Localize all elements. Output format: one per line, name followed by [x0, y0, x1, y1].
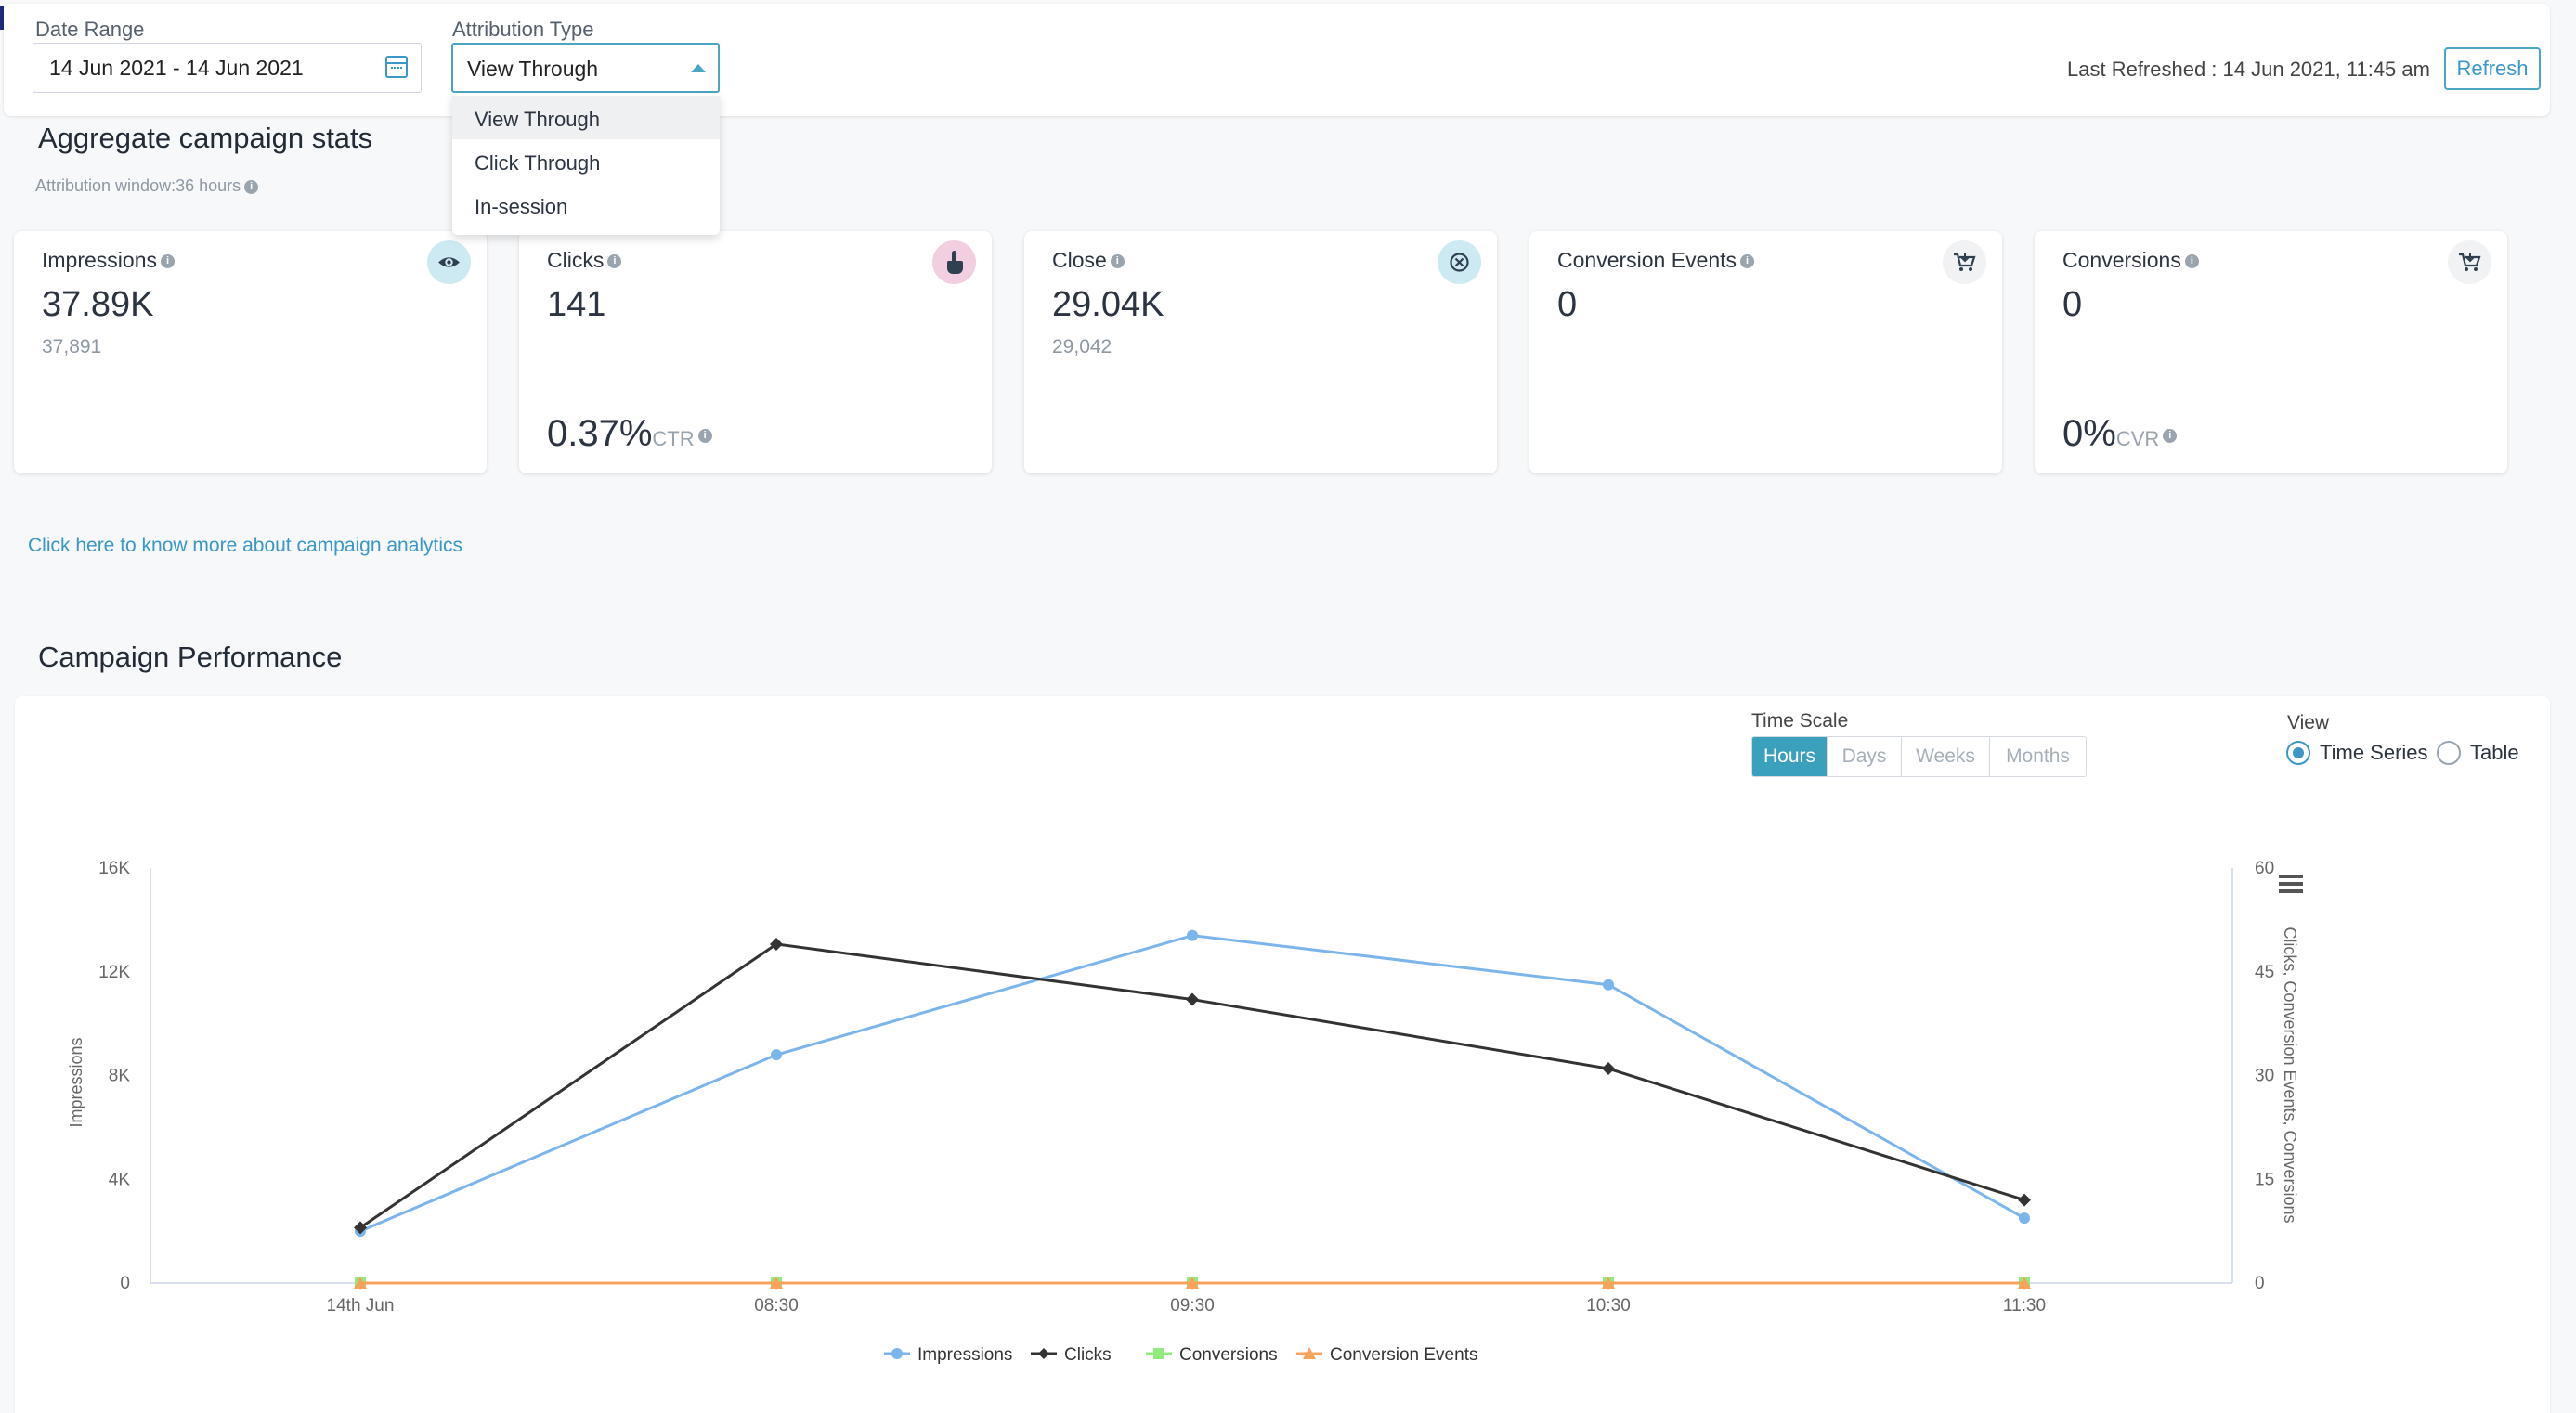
dropdown-option-in-session[interactable]: In-session — [475, 195, 568, 218]
window-edge-marker — [0, 6, 4, 30]
attribution-type-dropdown: View Through Click Through In-session — [452, 94, 720, 235]
info-icon[interactable]: i — [607, 254, 622, 269]
card-label: Impressions i — [42, 248, 175, 273]
performance-section-title: Campaign Performance — [38, 641, 343, 673]
ctr-label: CTR — [652, 427, 695, 450]
dropdown-option-view-through[interactable]: View Through — [452, 96, 720, 139]
hand-pointer-icon — [932, 240, 976, 284]
info-icon[interactable]: i — [2163, 428, 2178, 443]
radio-selected-icon[interactable] — [2286, 741, 2310, 765]
card-label: Conversion Events i — [1557, 248, 1755, 273]
time-scale-toggle: Hours Days Weeks Months — [1751, 736, 2087, 777]
cart-icon — [2448, 240, 2491, 284]
view-label: View — [2287, 712, 2330, 733]
impressions-exact-value: 37,891 — [42, 336, 102, 357]
view-option-label: Table — [2470, 741, 2519, 764]
eye-icon — [427, 240, 471, 284]
ctr-value: 0.37%CTR i — [547, 413, 712, 455]
conversions-card: Conversions i 0 0%CVR i — [2035, 231, 2507, 473]
card-label: Close i — [1052, 248, 1125, 273]
last-refreshed-text: Last Refreshed : 14 Jun 2021, 11:45 am — [2067, 58, 2430, 81]
info-icon[interactable]: i — [244, 179, 259, 194]
date-range-label: Date Range — [35, 18, 145, 41]
close-exact-value: 29,042 — [1052, 336, 1112, 357]
info-icon[interactable]: i — [1740, 254, 1755, 269]
campaign-analytics-help-link[interactable]: Click here to know more about campaign a… — [28, 535, 463, 556]
attribution-type-select[interactable]: View Through — [451, 43, 720, 93]
impressions-value: 37.89K — [42, 285, 154, 324]
attribution-type-label: Attribution Type — [452, 18, 594, 41]
info-icon[interactable]: i — [697, 428, 712, 443]
attribution-window-label: Attribution window:36 hours — [35, 176, 241, 195]
time-scale-weeks[interactable]: Weeks — [1902, 737, 1990, 776]
cvr-label: CVR — [2115, 427, 2160, 450]
conversions-value: 0 — [2062, 285, 2083, 324]
date-range-value: 14 Jun 2021 - 14 Jun 2021 — [49, 56, 304, 80]
view-time-series-radio[interactable]: Time Series — [2286, 741, 2428, 765]
clicks-value: 141 — [547, 285, 606, 324]
chevron-up-icon — [691, 64, 706, 72]
view-table-radio[interactable]: Table — [2437, 741, 2519, 765]
attribution-window-text: Attribution window:36 hours i — [35, 176, 259, 196]
filter-bar — [4, 4, 2550, 116]
card-label: Conversions i — [2062, 248, 2199, 273]
chart-menu-icon[interactable] — [2279, 875, 2303, 893]
time-scale-label: Time Scale — [1751, 710, 1849, 732]
radio-unselected-icon[interactable] — [2437, 741, 2461, 765]
calendar-icon[interactable] — [385, 56, 408, 78]
aggregate-section-title: Aggregate campaign stats — [38, 122, 373, 154]
refresh-button[interactable]: Refresh — [2444, 47, 2541, 90]
close-circle-icon — [1438, 240, 1481, 284]
time-scale-hours[interactable]: Hours — [1752, 737, 1828, 776]
info-icon[interactable]: i — [2184, 254, 2199, 269]
close-card: Close i 29.04K 29,042 — [1024, 231, 1497, 473]
cvr-value: 0%CVR i — [2062, 413, 2178, 455]
cart-icon — [1943, 240, 1986, 284]
conversion-events-value: 0 — [1557, 285, 1578, 324]
clicks-card: Clicks i 141 0.37%CTR i — [519, 231, 992, 473]
card-label: Clicks i — [547, 248, 622, 273]
performance-panel — [15, 696, 2550, 1413]
info-icon[interactable]: i — [160, 254, 175, 269]
view-option-label: Time Series — [2320, 741, 2428, 764]
impressions-card: Impressions i 37.89K 37,891 — [14, 231, 487, 473]
attribution-type-value: View Through — [467, 57, 599, 81]
date-range-input[interactable]: 14 Jun 2021 - 14 Jun 2021 — [33, 43, 422, 93]
dropdown-option-click-through[interactable]: Click Through — [475, 151, 601, 175]
conversion-events-card: Conversion Events i 0 — [1529, 231, 2002, 473]
close-value: 29.04K — [1052, 285, 1164, 324]
time-scale-days[interactable]: Days — [1828, 737, 1902, 776]
info-icon[interactable]: i — [1110, 254, 1125, 269]
time-scale-months[interactable]: Months — [1990, 737, 2086, 776]
